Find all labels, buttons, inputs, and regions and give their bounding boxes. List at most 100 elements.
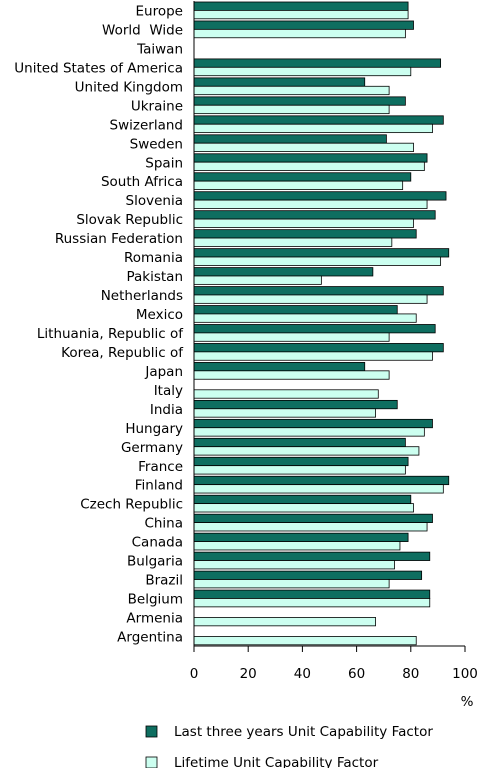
- category-label: Russian Federation: [55, 231, 183, 247]
- bar-lifetime: [193, 85, 390, 96]
- bar-last-three-years: [193, 286, 444, 296]
- bar-lifetime: [193, 237, 393, 247]
- bar-lifetime: [193, 180, 404, 190]
- bar-last-three-years: [193, 115, 444, 125]
- bar-last-three-years: [193, 191, 447, 201]
- legend-swatch: [145, 725, 158, 738]
- bar-last-three-years: [193, 456, 409, 467]
- category-label: Bulgaria: [127, 554, 183, 570]
- bar-last-three-years: [193, 475, 450, 486]
- category-label: Pakistan: [126, 269, 183, 285]
- bar-last-three-years: [193, 551, 431, 561]
- bar-lifetime: [193, 636, 417, 646]
- category-label: Germany: [121, 440, 183, 456]
- x-tick-label: 20: [240, 666, 257, 682]
- bar-last-three-years: [193, 324, 436, 334]
- category-labels: Europe World Wide Taiwan United States of A…: [14, 3, 184, 645]
- bar-lifetime: [193, 256, 442, 266]
- category-label: Italy: [154, 383, 183, 399]
- x-tick-label: 40: [294, 666, 311, 682]
- category-label: Sweden: [130, 136, 183, 152]
- bar-lifetime: [193, 598, 431, 608]
- category-label: China: [144, 516, 183, 532]
- category-label: Netherlands: [101, 288, 183, 304]
- bar-lifetime: [193, 28, 406, 39]
- bar-lifetime: [193, 617, 376, 627]
- category-label: United States of America: [14, 60, 183, 76]
- category-label: World Wide: [102, 22, 183, 38]
- bar-lifetime: [193, 66, 412, 77]
- legend-swatch: [145, 756, 158, 768]
- bar-lifetime: [193, 332, 390, 342]
- x-tick-label: 60: [348, 666, 365, 682]
- category-label: Korea, Republic of: [61, 345, 184, 361]
- bar-last-three-years: [193, 58, 442, 68]
- bar-last-three-years: [193, 418, 433, 429]
- bar-lifetime: [193, 275, 322, 285]
- category-label: Finland: [135, 478, 183, 494]
- category-label: Czech Republic: [80, 497, 183, 513]
- bar-lifetime: [193, 579, 390, 589]
- bar-lifetime: [193, 370, 390, 380]
- category-label: South Africa: [101, 174, 183, 190]
- bar-lifetime: [193, 427, 425, 437]
- bar-last-three-years: [193, 305, 398, 315]
- category-label: France: [138, 459, 183, 475]
- bar-lifetime: [193, 313, 417, 323]
- bar-lifetime: [193, 218, 414, 228]
- bar-last-three-years: [193, 210, 436, 220]
- x-tick-label: 0: [190, 666, 199, 682]
- category-label: Mexico: [136, 307, 183, 323]
- bar-last-three-years: [193, 570, 423, 580]
- bar-last-three-years: [193, 343, 444, 353]
- x-axis-unit-label: %: [461, 694, 474, 710]
- legend: Last three years Unit Capability Factor L…: [145, 724, 433, 768]
- bar-last-three-years: [193, 134, 387, 144]
- bar-last-three-years: [193, 513, 433, 523]
- category-label: United Kingdom: [75, 79, 183, 95]
- category-label: Slovak Republic: [76, 212, 183, 228]
- bar-lifetime: [193, 408, 376, 418]
- category-label: Europe: [136, 3, 183, 19]
- category-label: Armenia: [126, 611, 183, 627]
- legend-label: Last three years Unit Capability Factor: [174, 724, 433, 740]
- bar-lifetime: [193, 351, 433, 361]
- bar-last-three-years: [193, 267, 374, 277]
- bars-group: [193, 1, 450, 646]
- category-label: Swizerland: [110, 117, 183, 133]
- bar-last-three-years: [193, 153, 428, 163]
- bar-lifetime: [193, 142, 414, 152]
- bar-last-three-years: [193, 589, 431, 599]
- category-label: Belgium: [128, 592, 183, 608]
- category-label: Japan: [144, 364, 183, 380]
- category-label: Lithuania, Republic of: [37, 326, 184, 342]
- bar-last-three-years: [193, 1, 409, 11]
- category-label: Romania: [124, 250, 183, 266]
- bar-last-three-years: [193, 437, 406, 448]
- x-tick-label: 80: [402, 666, 419, 682]
- bar-lifetime: [193, 503, 414, 513]
- bar-lifetime: [193, 522, 428, 532]
- bar-last-three-years: [193, 172, 412, 182]
- bar-lifetime: [193, 560, 395, 570]
- bar-last-three-years: [193, 248, 450, 258]
- bar-lifetime: [193, 161, 425, 171]
- category-label: Ukraine: [131, 98, 183, 114]
- bar-lifetime: [193, 446, 420, 456]
- bar-last-three-years: [193, 77, 366, 87]
- bar-lifetime: [193, 123, 433, 134]
- bar-lifetime: [193, 9, 409, 20]
- bar-lifetime: [193, 104, 390, 115]
- bar-lifetime: [193, 541, 401, 551]
- bar-last-three-years: [193, 362, 366, 372]
- x-axis-ticks: 0 20 40 60 80 100: [190, 646, 478, 682]
- bar-lifetime: [193, 294, 428, 304]
- legend-label: Lifetime Unit Capability Factor: [174, 755, 379, 768]
- category-label: Taiwan: [136, 41, 183, 57]
- bar-lifetime: [193, 389, 379, 399]
- bar-last-three-years: [193, 229, 417, 239]
- category-label: Spain: [145, 155, 183, 171]
- x-tick-label: 100: [452, 666, 478, 682]
- bar-last-three-years: [193, 20, 414, 30]
